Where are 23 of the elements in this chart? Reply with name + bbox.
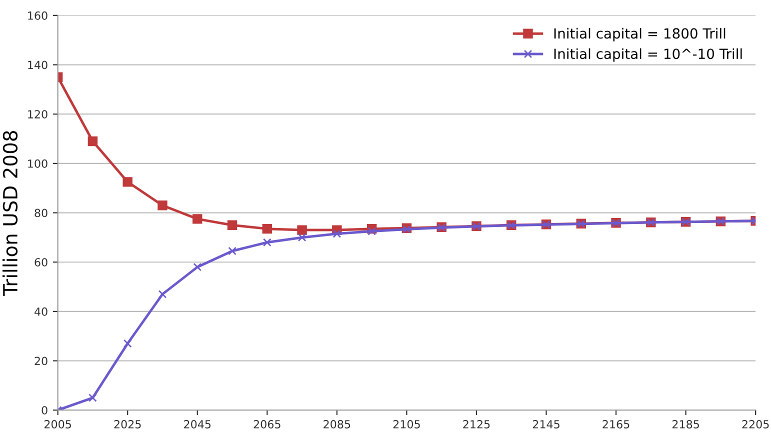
y-tick-label: 140 (28, 60, 48, 70)
x-tick-label: 2085 (324, 420, 350, 428)
y-tick-label: 60 (34, 258, 48, 266)
x-tick-label: 2125 (463, 420, 490, 428)
legend-label: Initial capital = 1800 Trill (554, 28, 726, 42)
y-tick-label: 100 (28, 159, 48, 168)
x-tick-label: 2065 (254, 420, 280, 428)
x-tick-label: 2045 (184, 420, 211, 428)
y-tick-label: 40 (34, 307, 48, 316)
x-tick-label: 2185 (672, 420, 699, 428)
legend-label: Initial capital = 10^-10 Trill (554, 48, 742, 62)
y-tick-label: 120 (28, 110, 48, 118)
x-tick-label: 2025 (114, 420, 141, 428)
y-tick-label: 160 (28, 11, 48, 20)
x-tick-label: 2145 (532, 420, 560, 428)
y-tick-label: 20 (34, 356, 48, 366)
x-tick-label: 2165 (602, 420, 630, 428)
x-tick-label: 2205 (742, 420, 769, 428)
x-tick-label: 2005 (44, 420, 71, 428)
x-tick-label: 2105 (393, 420, 420, 428)
y-tick-label: 0 (42, 406, 48, 415)
y-axis-title: Trillion USD 2008 (2, 131, 18, 296)
y-tick-label: 80 (34, 208, 48, 218)
